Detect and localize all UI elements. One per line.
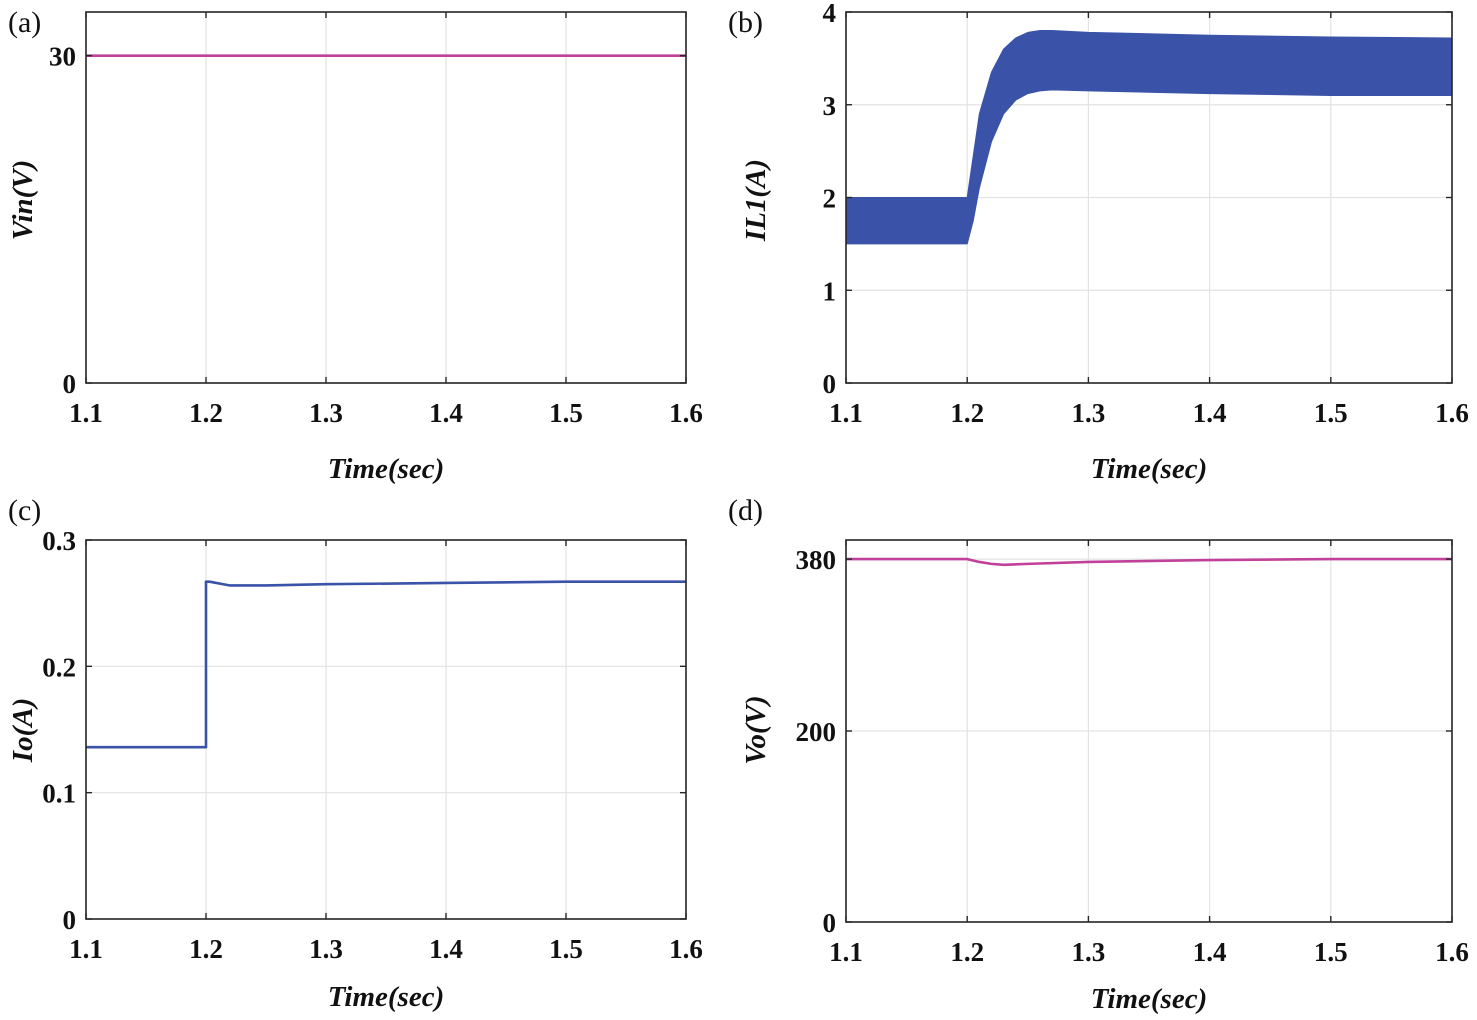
panel-tag: (b) (728, 6, 763, 39)
y-tick-label: 380 (796, 545, 837, 575)
y-tick-label: 2 (823, 184, 837, 214)
y-tick-label: 3 (823, 91, 837, 121)
x-tick-label: 1.4 (1193, 398, 1227, 428)
plot-frame (85, 539, 687, 920)
x-tick-label: 1.5 (549, 934, 583, 964)
x-tick-label: 1.5 (1314, 937, 1348, 967)
x-axis-title: Time(sec) (1091, 983, 1207, 1015)
x-tick-label: 1.6 (1435, 398, 1469, 428)
y-axis-title: Vin(V) (7, 160, 39, 241)
y-tick-label: 0 (823, 369, 837, 399)
x-tick-label: 1.5 (549, 398, 583, 428)
panel-tag: (a) (8, 6, 41, 39)
x-tick-label: 1.1 (829, 937, 863, 967)
x-tick-label: 1.3 (309, 934, 343, 964)
series-line-vo (846, 557, 1452, 567)
plot-background (86, 540, 686, 919)
x-tick-label: 1.4 (1193, 937, 1227, 967)
y-tick-label: 1 (823, 276, 837, 306)
x-tick-label: 1.2 (189, 934, 223, 964)
y-tick-label: 200 (796, 717, 837, 747)
panel-c: 1.1 1.2 1.3 1.4 1.5 1.6 0 0.1 0.2 0.3 Time(sec) Io(… (7, 494, 703, 1013)
x-tick-label: 1.6 (669, 934, 703, 964)
x-tick-label: 1.3 (1072, 398, 1106, 428)
x-tick-label: 1.1 (69, 398, 103, 428)
panel-d: 1.1 1.2 1.3 1.4 1.5 1.6 0 200 380 Time(sec) Vo(V) (… (728, 494, 1469, 1015)
y-tick-label: 0.2 (42, 652, 76, 682)
y-tick-label: 30 (49, 42, 76, 72)
plot-background (86, 12, 686, 383)
x-tick-label: 1.1 (829, 398, 863, 428)
y-axis-title: Io(A) (7, 698, 39, 763)
x-tick-label: 1.3 (1072, 937, 1106, 967)
x-tick-label: 1.2 (950, 398, 984, 428)
panel-b: 1.1 1.2 1.3 1.4 1.5 1.6 0 1 2 3 4 Time(sec) IL1(A) (b… (728, 0, 1469, 485)
y-tick-label: 0 (63, 905, 77, 935)
y-tick-label: 0 (63, 369, 77, 399)
y-axis-title: IL1(A) (740, 159, 772, 242)
y-tick-label: 0.3 (42, 526, 76, 556)
y-tick-label: 0.1 (42, 779, 76, 809)
y-axis-title: Vo(V) (740, 695, 772, 764)
y-tick-label: 4 (823, 0, 837, 28)
x-axis-title: Time(sec) (328, 981, 444, 1013)
panel-tag: (d) (728, 494, 763, 527)
x-tick-label: 1.1 (69, 934, 103, 964)
y-tick-label: 0 (823, 908, 837, 938)
x-axis-title: Time(sec) (1091, 453, 1207, 485)
x-tick-label: 1.5 (1314, 398, 1348, 428)
panel-tag: (c) (8, 494, 41, 527)
x-axis-title: Time(sec) (328, 453, 444, 485)
x-tick-label: 1.6 (1435, 937, 1469, 967)
x-tick-label: 1.4 (429, 398, 463, 428)
x-tick-label: 1.4 (429, 934, 463, 964)
plot-frame (85, 11, 687, 384)
x-tick-label: 1.3 (309, 398, 343, 428)
x-tick-label: 1.6 (669, 398, 703, 428)
x-tick-label: 1.2 (189, 398, 223, 428)
series-line-io (86, 580, 686, 749)
panel-a: 1.1 1.2 1.3 1.4 1.5 1.6 0 30 Time(sec) Vin(V) (a) (7, 6, 703, 485)
x-tick-label: 1.2 (950, 937, 984, 967)
